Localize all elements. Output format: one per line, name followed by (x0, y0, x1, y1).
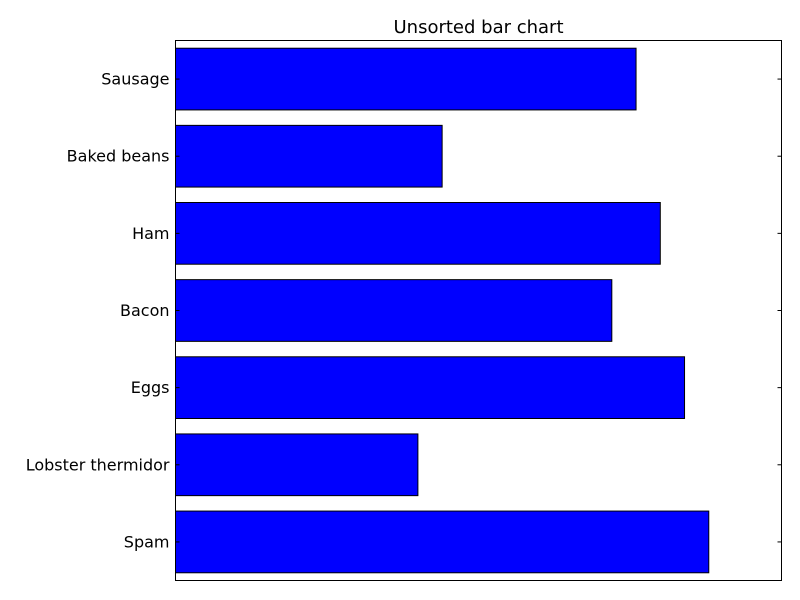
y-tick-label-baked-beans: Baked beans (67, 147, 170, 166)
y-tick-label-spam: Spam (124, 532, 170, 551)
chart-title: Unsorted bar chart (393, 17, 563, 38)
bar-eggs (175, 356, 686, 419)
bar-baked-beans (175, 124, 443, 188)
bar-sausage (175, 47, 637, 111)
bar-ham (175, 202, 661, 265)
plot-frame (175, 40, 782, 581)
y-tick-label-bacon: Bacon (120, 301, 170, 320)
y-ticks-group: Spam Lobster thermidor Eggs Bacon Ham Baked b… (26, 70, 782, 551)
y-tick-label-lobster-thermidor: Lobster thermidor (26, 455, 170, 474)
bar-spam (175, 510, 710, 574)
y-tick-label-sausage: Sausage (101, 70, 169, 89)
bar-lobster-thermidor (175, 433, 419, 497)
y-tick-label-eggs: Eggs (131, 378, 170, 397)
bars-group (175, 47, 710, 574)
bar-bacon (175, 279, 613, 342)
y-tick-label-ham: Ham (132, 224, 169, 243)
